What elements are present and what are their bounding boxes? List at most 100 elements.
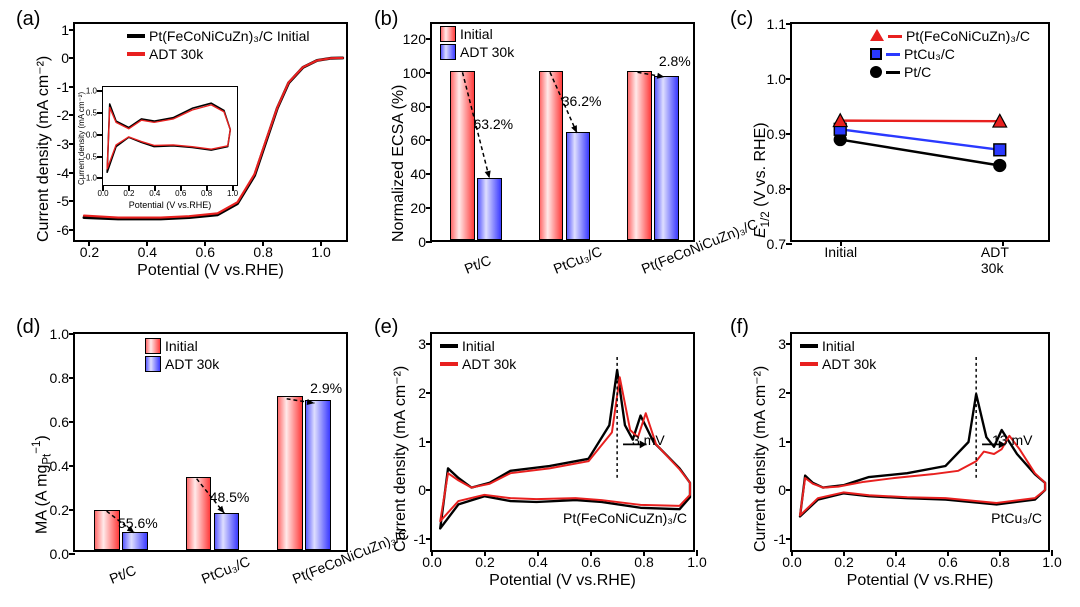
legend-label: ADT 30k (460, 44, 514, 60)
legend-label: Initial (462, 338, 495, 354)
legend-row: Pt(FeCoNiCuZn)₃/C (870, 28, 1030, 44)
tick-y: 2 (778, 385, 786, 401)
legend-row: ADT 30k (145, 356, 219, 372)
panel-e-legend: Initial ADT 30k (440, 338, 516, 374)
legend-row: Initial (145, 338, 219, 354)
line-blue (886, 53, 900, 56)
panel-e-xlabel: Potential (V vs.RHE) (489, 572, 636, 590)
tick-x: 0.4 (528, 554, 547, 570)
tick-x: ADT 30k (981, 244, 1026, 276)
tick-x: 0.6 (938, 554, 957, 570)
tick-y: -4 (57, 165, 69, 181)
tick-x: 0.2 (834, 554, 853, 570)
swatch-red (800, 362, 818, 366)
panel-e: 0.00.20.40.60.81.0 -10123 Initial ADT 30… (430, 332, 695, 552)
tick-y: 60 (410, 132, 426, 148)
panel-e-shift: 3 mV (632, 432, 665, 448)
tick-y: -2 (57, 107, 69, 123)
swatch-red (440, 26, 456, 42)
legend-row: ADT 30k (800, 356, 876, 372)
tick-y: 3 (778, 336, 786, 352)
tick-y: 0 (418, 234, 426, 250)
legend-row: Pt/C (870, 64, 1030, 80)
tick-y: 1.0 (50, 326, 69, 342)
tick-y: 2 (418, 385, 426, 401)
tick-x: 0.0 (782, 554, 801, 570)
panel-d-plot: 55.6%48.5%2.9% 0.00.20.40.60.81.0 Initia… (73, 332, 348, 552)
category-label: Pt/C (107, 562, 138, 587)
tick-y: 80 (410, 99, 426, 115)
tick-x: Initial (824, 244, 857, 260)
tick-y: 0.5 (86, 109, 97, 118)
tick-y: 1.0 (86, 87, 97, 96)
tick-x: 0.4 (886, 554, 905, 570)
tick-y: 0 (61, 50, 69, 66)
panel-f: 0.00.20.40.60.81.0 -10123 Initial ADT 30… (790, 332, 1050, 552)
panel-b-ylabel: Normalized ECSA (%) (390, 85, 408, 242)
panel-d: 55.6%48.5%2.9% 0.00.20.40.60.81.0 Initia… (73, 332, 348, 552)
tick-y: 40 (410, 166, 426, 182)
legend-label: ADT 30k (165, 356, 219, 372)
tick-y: 1.0 (767, 71, 786, 87)
tick-x: 0.2 (123, 189, 134, 198)
tick-y: 1 (61, 22, 69, 38)
panel-f-legend: Initial ADT 30k (800, 338, 876, 374)
panel-b-plot: 63.2%36.2%2.8% 020406080100120 Initial A… (430, 22, 695, 242)
tick-x: 0.2 (80, 244, 99, 260)
legend-row: Initial (440, 26, 514, 42)
swatch-blue (440, 44, 456, 60)
panel-e-sample: Pt(FeCoNiCuZn)₃/C (563, 510, 687, 526)
tick-x: 0.8 (201, 189, 212, 198)
panel-a-xlabel: Potential (V vs.RHE) (137, 262, 284, 280)
tick-x: 1.0 (1042, 554, 1061, 570)
tick-y: 0 (778, 482, 786, 498)
category-label: PtCu₃/C (551, 243, 604, 277)
tick-x: 0.6 (196, 244, 215, 260)
panel-letter-b: (b) (374, 8, 398, 31)
tick-x: 1.0 (687, 554, 706, 570)
tick-x: 1.0 (227, 189, 238, 198)
legend-row: Initial (800, 338, 876, 354)
swatch-red (145, 338, 161, 354)
panel-a-legend: Pt(FeCoNiCuZn)₃/C Initial ADT 30k (127, 28, 310, 64)
swatch-black (800, 344, 818, 348)
line-black (886, 71, 900, 74)
legend-label: Initial (165, 338, 198, 354)
tick-y: -5 (57, 193, 69, 209)
tick-x: 0.8 (990, 554, 1009, 570)
panel-d-ylabel: MA (A mgPt−1) (31, 436, 54, 535)
tick-y: -1 (57, 79, 69, 95)
panel-c-ylabel: E1/2 (V vs. RHE) (752, 122, 772, 238)
panel-b: 63.2%36.2%2.8% 020406080100120 Initial A… (430, 22, 695, 242)
panel-letter-a: (a) (16, 8, 40, 31)
legend-row: ADT 30k (440, 356, 516, 372)
figure-root: (a) (b) (c) (d) (e) (f) 0.00.20.40.60.81… (0, 0, 1080, 607)
tick-x: 0.6 (175, 189, 186, 198)
marker-square (870, 48, 882, 60)
tick-y: 0.7 (767, 236, 786, 252)
legend-row: ADT 30k (127, 46, 310, 62)
swatch-blue (145, 356, 161, 372)
panel-c: 0.70.80.91.01.1 InitialADT 30k Pt(FeCoNi… (790, 22, 1050, 242)
panel-b-legend: Initial ADT 30k (440, 26, 514, 62)
tick-x: 1.0 (311, 244, 330, 260)
panel-f-ylabel: Current density (mA cm⁻²) (750, 366, 770, 552)
legend-row: ADT 30k (440, 44, 514, 60)
legend-row: PtCu₃/C (870, 46, 1030, 62)
legend-row: Initial (440, 338, 516, 354)
legend-label: PtCu₃/C (904, 46, 955, 62)
swatch-black (440, 344, 458, 348)
tick-y: 100 (403, 65, 426, 81)
tick-x: 0.8 (634, 554, 653, 570)
panel-f-sample: PtCu₃/C (991, 510, 1042, 526)
tick-y: 0.8 (50, 370, 69, 386)
legend-row: Pt(FeCoNiCuZn)₃/C Initial (127, 28, 310, 44)
panel-c-legend: Pt(FeCoNiCuZn)₃/C PtCu₃/C Pt/C (870, 28, 1030, 82)
panel-a-inset-svg (103, 87, 237, 185)
legend-label: ADT 30k (462, 356, 516, 372)
tick-y: 0.0 (50, 546, 69, 562)
tick-x: 0.4 (149, 189, 160, 198)
tick-y: 20 (410, 200, 426, 216)
tick-x: 0.2 (475, 554, 494, 570)
tick-y: 0.0 (86, 130, 97, 139)
